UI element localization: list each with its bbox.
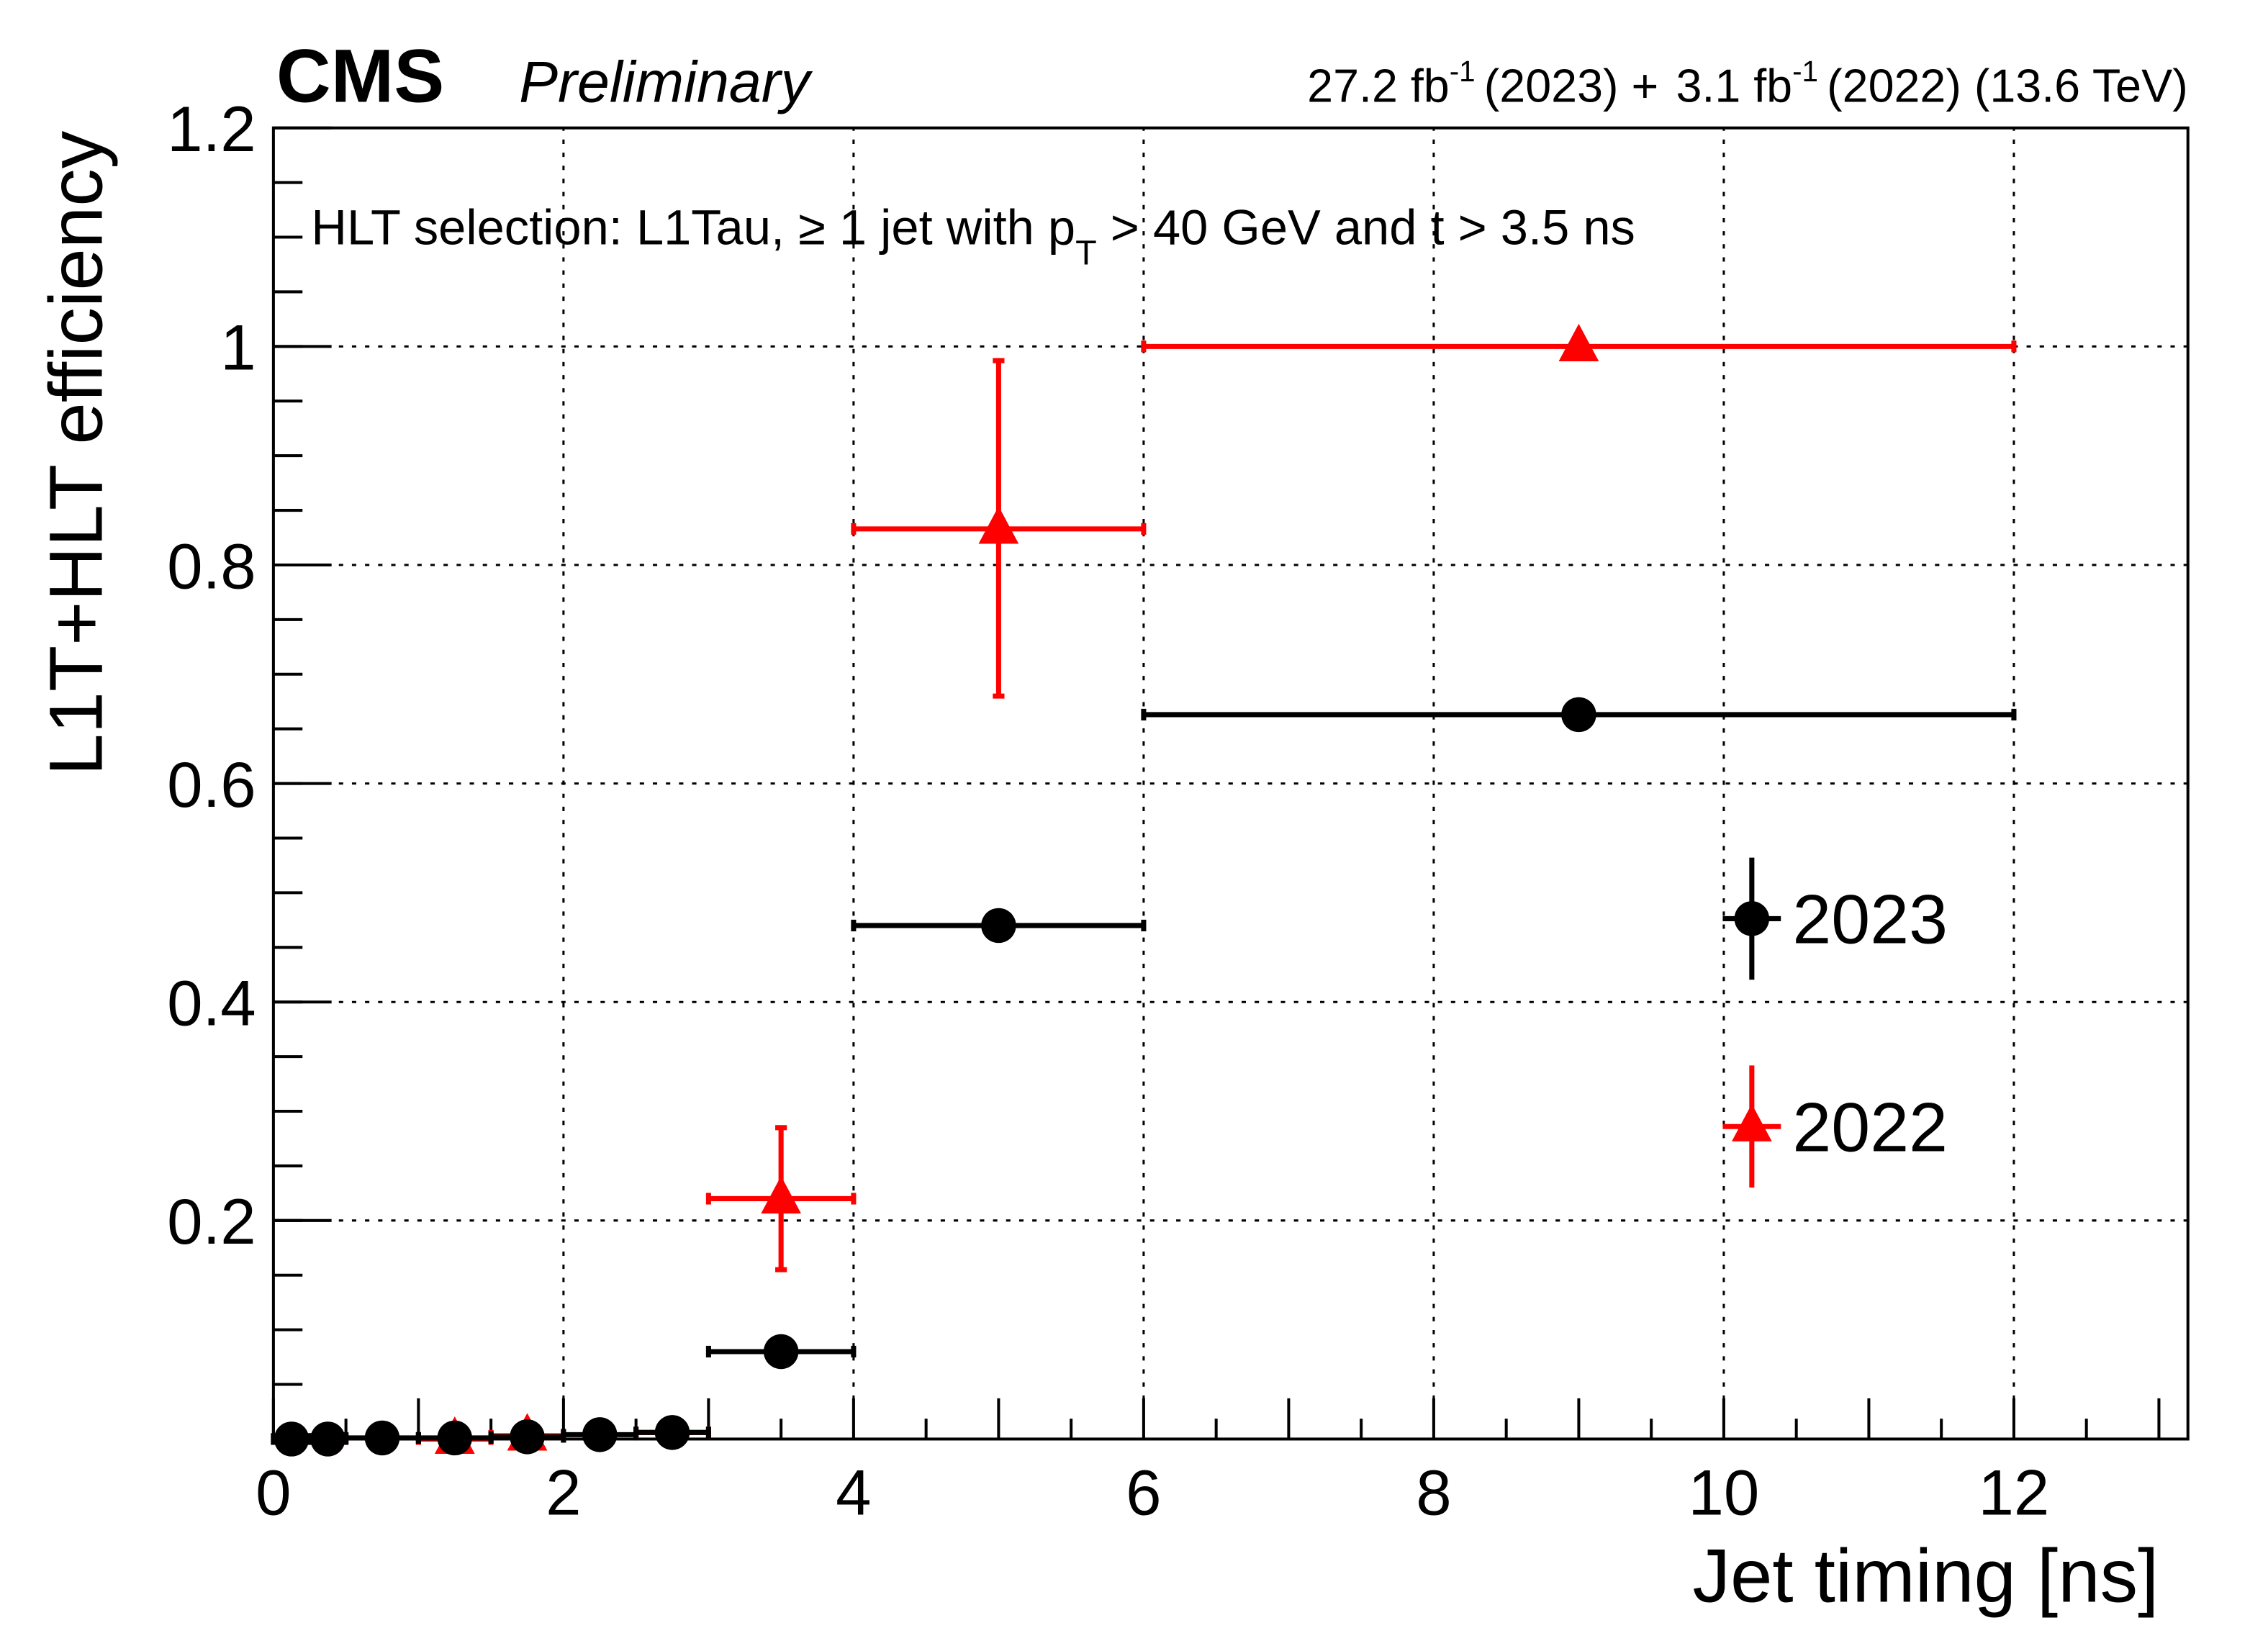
x-tick-label: 12 (1979, 1457, 2050, 1528)
legend-label: 2022 (1792, 1088, 1948, 1167)
y-axis-label: L1T+HLT efficiency (35, 130, 119, 776)
data-point-circle (274, 1421, 310, 1457)
data-point-circle (1561, 697, 1596, 733)
data-point-triangle (1558, 323, 1599, 361)
data-point-circle (437, 1420, 472, 1456)
x-tick-label: 0 (256, 1457, 291, 1528)
y-tick-label: 1 (220, 312, 256, 384)
x-axis-label: Jet timing [ns] (1693, 1534, 2159, 1619)
x-tick-label: 6 (1126, 1457, 1161, 1528)
data-point-circle (310, 1421, 345, 1457)
legend-entry-2022: 2022 (1722, 1065, 1948, 1188)
data-point-circle (654, 1415, 690, 1450)
data-point-triangle (761, 1175, 802, 1214)
y-tick-label: 0.2 (167, 1186, 256, 1257)
data-point-circle (981, 908, 1016, 944)
data-point-circle (364, 1420, 400, 1456)
data-point-triangle (978, 506, 1019, 544)
legend: 2023 2022 (1722, 857, 1948, 1188)
data-point-circle (582, 1417, 618, 1452)
data-point-circle (763, 1334, 799, 1370)
grid (273, 127, 2188, 1439)
x-tick-label: 4 (836, 1457, 871, 1528)
data-marks (271, 323, 2017, 1457)
x-tick-label: 8 (1416, 1457, 1451, 1528)
selection-annotation: HLT selection: L1Tau, ≥ 1 jet with pT > … (311, 199, 1635, 272)
plot-frame (271, 126, 2190, 1441)
data-point-circle (510, 1419, 545, 1455)
legend-label: 2023 (1792, 880, 1948, 959)
data-point-triangle (1731, 1103, 1772, 1141)
y-tick-label: 0.8 (167, 530, 256, 602)
axis-ticks: 0 2 4 6 8 10 12 0.2 0.4 0.6 0.8 1 1.2 (167, 94, 2161, 1528)
cms-label: CMS (276, 34, 444, 118)
y-tick-label: 1.2 (167, 94, 256, 165)
x-tick-label: 2 (546, 1457, 581, 1528)
y-tick-label: 0.6 (167, 749, 256, 820)
preliminary-label: Preliminary (519, 50, 813, 114)
lumi-label: 27.2 fb-1 (2023) +3.1 fb-1 (2022) (13.6 Te… (1307, 55, 2188, 112)
legend-entry-2023: 2023 (1722, 857, 1948, 980)
x-tick-label: 10 (1689, 1457, 1760, 1528)
data-point-circle (1734, 901, 1770, 936)
y-tick-label: 0.4 (167, 968, 256, 1039)
series-2023 (271, 697, 2017, 1457)
